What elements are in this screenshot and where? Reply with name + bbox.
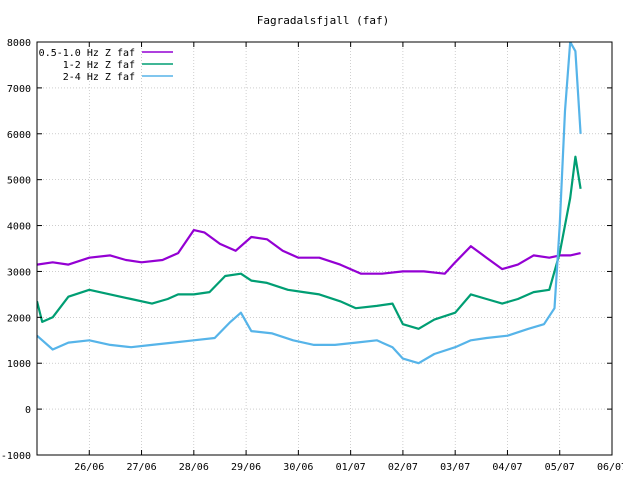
x-tick-label: 28/06: [179, 462, 209, 473]
x-tick-label: 02/07: [388, 462, 418, 473]
x-tick-label: 27/06: [126, 462, 156, 473]
chart-title: Fagradalsfjall (faf): [257, 14, 389, 27]
y-tick-label: 3000: [7, 267, 31, 278]
x-tick-label: 03/07: [440, 462, 470, 473]
x-tick-label: 29/06: [231, 462, 261, 473]
y-tick-label: 5000: [7, 176, 31, 187]
series-line-2: [37, 155, 582, 330]
x-tick-label: 26/06: [74, 462, 104, 473]
plot-frame: [36, 41, 613, 456]
x-tick-label: 01/07: [336, 462, 366, 473]
legend-label-3: 2-4 Hz Z faf: [63, 72, 135, 83]
y-tick-label: 4000: [7, 222, 31, 233]
x-tick-label: 30/06: [283, 462, 313, 473]
y-tick-label: 2000: [7, 313, 31, 324]
series-layer: [37, 42, 582, 365]
y-tick-label: -1000: [1, 451, 31, 462]
axes: -1000 0 1000 2000 3000 4000 5000 6000 7000 8000 26…: [1, 38, 623, 473]
series-line-1: [37, 229, 581, 275]
x-tick-label: 04/07: [492, 462, 522, 473]
y-tick-label: 8000: [7, 38, 31, 49]
x-tick-label: 05/07: [545, 462, 575, 473]
legend-label-1: 0.5-1.0 Hz Z faf: [39, 48, 135, 59]
y-tick-label: 7000: [7, 84, 31, 95]
y-tick-label: 6000: [7, 130, 31, 141]
series-line-3: [37, 42, 582, 365]
x-tick-label: 06/07: [597, 462, 623, 473]
legend-label-2: 1-2 Hz Z faf: [63, 60, 135, 71]
y-tick-label: 0: [25, 405, 31, 416]
y-tick-label: 1000: [7, 359, 31, 370]
